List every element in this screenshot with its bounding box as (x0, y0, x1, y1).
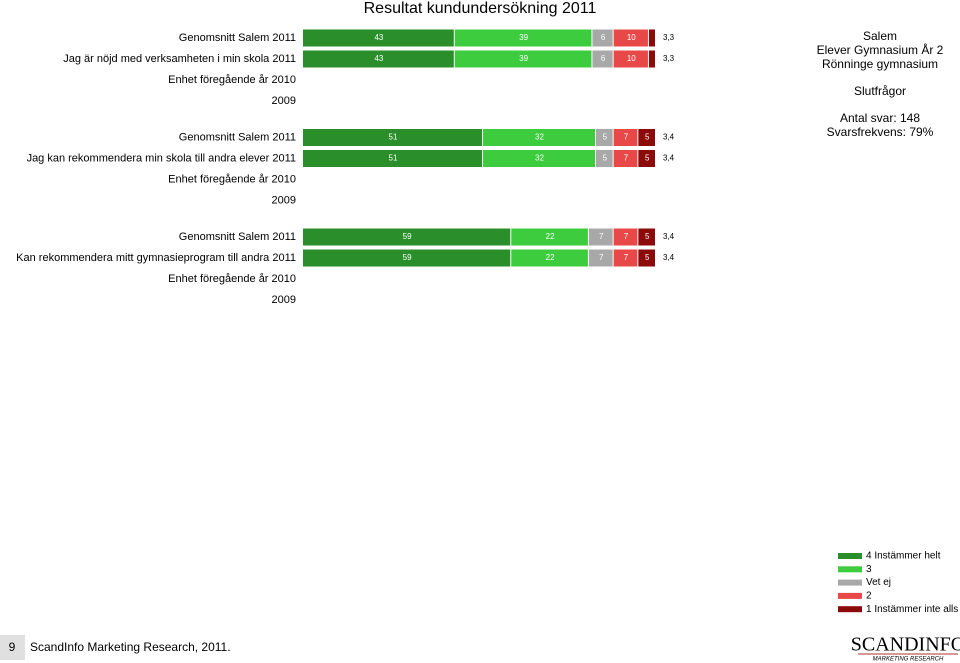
bar-segment (511, 249, 588, 267)
bar-segment (613, 29, 648, 47)
value-label: 10 (627, 54, 636, 63)
row-label: Genomsnitt Salem 2011 (179, 32, 296, 44)
row-label: 2009 (272, 194, 296, 206)
legend-label: 4 Instämmer helt (866, 551, 941, 562)
bar-segment (303, 29, 454, 47)
mean-label: 3,3 (663, 33, 675, 42)
legend-label: Vet ej (866, 577, 891, 588)
info-text: Salem (863, 29, 897, 43)
row-label: Enhet föregående år 2010 (168, 173, 296, 185)
value-label: 22 (546, 232, 555, 241)
bar-segment (613, 150, 638, 167)
bar-segment (648, 50, 655, 68)
value-label: 7 (599, 232, 604, 241)
value-label: 6 (601, 54, 606, 63)
row-label: Jag är nöjd med verksamheten i min skola… (63, 53, 296, 65)
bar-segment (613, 129, 638, 146)
mean-label: 3,4 (663, 133, 675, 142)
bar-segment (613, 228, 638, 246)
value-label: 7 (624, 253, 629, 262)
info-text: Antal svar: 148 (840, 111, 920, 125)
page-box (0, 635, 25, 660)
bar-segment (483, 129, 595, 146)
bar-segment (588, 249, 613, 267)
bar-segment (595, 129, 613, 146)
row-label: 2009 (272, 95, 296, 107)
row-label: Genomsnitt Salem 2011 (179, 231, 296, 243)
row-label: 2009 (272, 294, 296, 306)
info-text: Svarsfrekvens: 79% (827, 125, 934, 139)
legend-label: 1 Instämmer inte alls (866, 604, 958, 615)
bar-segment (588, 228, 613, 246)
legend-label: 3 (866, 564, 872, 575)
value-label: 5 (603, 154, 608, 163)
value-label: 10 (627, 33, 636, 42)
value-label: 39 (519, 33, 528, 42)
mean-label: 3,3 (663, 54, 675, 63)
value-label: 32 (535, 133, 544, 142)
value-label: 7 (599, 253, 604, 262)
value-label: 32 (535, 154, 544, 163)
bar-segment (638, 228, 655, 246)
logo-sub: MARKETING RESEARCH (873, 657, 944, 663)
legend-label: 2 (866, 591, 872, 602)
footer-text: ScandInfo Marketing Research, 2011. (30, 640, 231, 654)
bar-segment (303, 150, 483, 167)
row-label: Kan rekommendera mitt gymnasieprogram ti… (16, 252, 296, 264)
logo: SCANDINFO (851, 634, 960, 656)
bar-segment (592, 29, 613, 47)
info-text: Elever Gymnasium År 2 (817, 42, 944, 57)
value-label: 6 (601, 33, 606, 42)
bar-segment (303, 228, 511, 246)
mean-label: 3,4 (663, 154, 675, 163)
value-label: 5 (645, 133, 650, 142)
value-label: 51 (389, 154, 398, 163)
legend-swatch (838, 592, 862, 599)
legend-swatch (838, 606, 862, 613)
legend-swatch (838, 566, 862, 573)
value-label: 5 (645, 232, 650, 241)
info-text: Slutfrågor (854, 84, 906, 98)
bar-segment (638, 249, 655, 267)
value-label: 51 (389, 133, 398, 142)
bar-segment (613, 50, 648, 68)
value-label: 59 (403, 253, 412, 262)
bar-segment (454, 29, 592, 47)
bar-segment (595, 150, 613, 167)
bar-segment (613, 249, 638, 267)
value-label: 39 (519, 54, 528, 63)
value-label: 22 (546, 253, 555, 262)
mean-label: 3,4 (663, 232, 675, 241)
page-number: 9 (9, 640, 16, 654)
chart-title: Resultat kundundersökning 2011 (364, 0, 597, 17)
row-label: Genomsnitt Salem 2011 (179, 131, 296, 143)
value-label: 43 (374, 33, 383, 42)
row-label: Enhet föregående år 2010 (168, 74, 296, 86)
bar-segment (592, 50, 613, 68)
bar-segment (303, 249, 511, 267)
bar-segment (483, 150, 595, 167)
value-label: 7 (624, 133, 629, 142)
bar-segment (638, 129, 655, 146)
value-label: 7 (624, 154, 629, 163)
info-text: Rönninge gymnasium (822, 57, 938, 71)
row-label: Jag kan rekommendera min skola till andr… (27, 152, 296, 164)
row-label: Enhet föregående år 2010 (168, 273, 296, 285)
bar-segment (303, 50, 454, 68)
value-label: 5 (603, 133, 608, 142)
mean-label: 3,4 (663, 253, 675, 262)
bar-segment (638, 150, 655, 167)
legend-swatch (838, 553, 862, 559)
value-label: 7 (624, 232, 629, 241)
bar-segment (511, 228, 588, 246)
value-label: 5 (645, 253, 650, 262)
legend-swatch (838, 579, 862, 586)
bar-segment (454, 50, 592, 68)
value-label: 59 (403, 232, 412, 241)
value-label: 5 (645, 154, 650, 163)
bar-segment (648, 29, 655, 47)
bar-segment (303, 129, 483, 146)
value-label: 43 (374, 54, 383, 63)
